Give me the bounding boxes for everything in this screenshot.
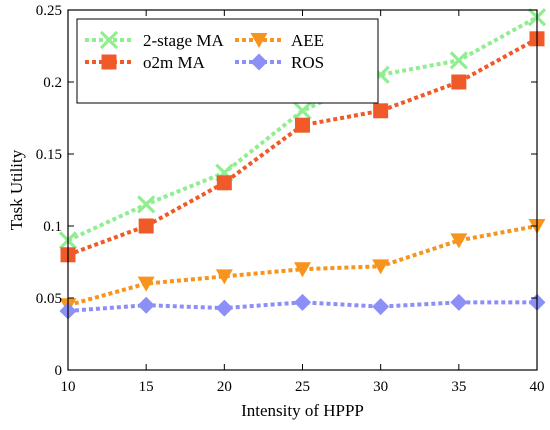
- data-point: [216, 175, 232, 191]
- axis-ticks: 10 15 20 25 30 35 40 0 0.05 0.1 0.15 0.2 0.25: [36, 3, 545, 395]
- data-point: [215, 299, 233, 317]
- data-point: [137, 276, 155, 292]
- x-tick-label: 20: [217, 379, 232, 395]
- legend: 2-stage MA o2m MA AEE ROS: [76, 18, 379, 104]
- legend-label: ROS: [291, 53, 324, 72]
- legend-entry: o2m MA: [85, 53, 206, 72]
- series-3: [59, 293, 546, 320]
- y-tick-label: 0.1: [43, 219, 62, 235]
- data-point: [294, 293, 311, 311]
- y-tick-label: 0.15: [36, 147, 62, 163]
- series-0: [58, 8, 547, 250]
- legend-marker: [101, 54, 117, 70]
- data-point: [450, 293, 468, 311]
- x-axis-title: Intensity of HPPP: [241, 401, 364, 420]
- legend-entry: 2-stage MA: [85, 30, 224, 50]
- legend-label: AEE: [291, 31, 324, 50]
- data-point: [294, 262, 311, 278]
- x-tick-label: 40: [530, 379, 545, 395]
- legend-label: 2-stage MA: [143, 31, 224, 50]
- legend-entry: ROS: [235, 53, 324, 72]
- data-point: [373, 103, 389, 119]
- data-point: [293, 101, 312, 120]
- data-point: [137, 296, 155, 314]
- x-tick-label: 35: [451, 379, 466, 395]
- legend-marker: [99, 30, 119, 50]
- legend-marker: [250, 53, 268, 71]
- y-tick-label: 0.2: [43, 75, 62, 91]
- y-axis-title: Task Utility: [7, 149, 26, 230]
- legend-label: o2m MA: [143, 53, 206, 72]
- data-point: [215, 269, 233, 285]
- data-point: [137, 195, 156, 214]
- data-point: [449, 51, 468, 70]
- data-point: [138, 218, 154, 234]
- legend-marker: [250, 33, 268, 48]
- x-tick-label: 30: [373, 379, 388, 395]
- legend-entry: AEE: [235, 31, 324, 50]
- y-tick-label: 0: [55, 363, 63, 379]
- data-point: [451, 74, 467, 90]
- data-point: [295, 117, 310, 133]
- series-1: [60, 31, 545, 263]
- data-point: [372, 259, 390, 275]
- y-tick-label: 0.05: [36, 291, 62, 307]
- x-tick-label: 15: [139, 379, 154, 395]
- y-tick-label: 0.25: [36, 3, 62, 19]
- x-tick-label: 10: [61, 379, 76, 395]
- data-point: [372, 298, 390, 316]
- x-tick-label: 25: [295, 379, 310, 395]
- data-point: [450, 233, 468, 249]
